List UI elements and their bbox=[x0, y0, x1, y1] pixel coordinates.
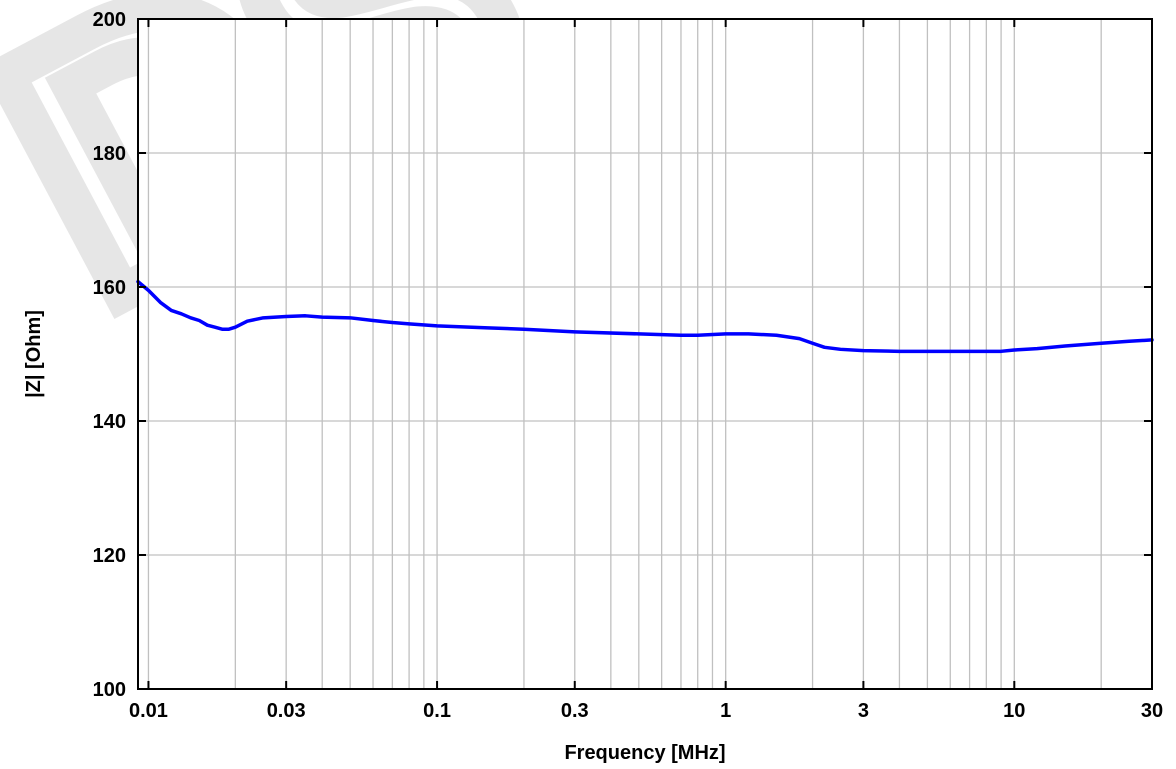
tick-marks bbox=[138, 18, 1153, 690]
y-tick-label: 120 bbox=[93, 545, 126, 567]
y-tick-label: 180 bbox=[93, 143, 126, 165]
x-tick-labels: 0.01 0.03 0.1 0.3 1 3 10 30 bbox=[129, 700, 1163, 722]
x-tick-label: 1 bbox=[720, 700, 731, 722]
x-tick-label: 0.01 bbox=[129, 700, 168, 722]
y-grid bbox=[138, 152, 1152, 556]
x-grid bbox=[147, 19, 1102, 689]
x-tick-label: 0.03 bbox=[267, 700, 306, 722]
plot-background bbox=[138, 19, 1152, 689]
x-tick-label: 0.1 bbox=[423, 700, 451, 722]
y-tick-label: 200 bbox=[93, 9, 126, 31]
x-axis-title: Frequency [MHz] bbox=[564, 742, 725, 764]
y-tick-label: 100 bbox=[93, 679, 126, 701]
y-tick-label: 160 bbox=[93, 277, 126, 299]
y-tick-label: 140 bbox=[93, 411, 126, 433]
impedance-series-line bbox=[136, 279, 1154, 354]
x-tick-label: 3 bbox=[858, 700, 869, 722]
x-tick-label: 10 bbox=[1003, 700, 1025, 722]
plot-frame bbox=[137, 18, 1153, 690]
y-axis-title: |Z| [Ohm] bbox=[23, 310, 45, 398]
x-tick-label: 30 bbox=[1141, 700, 1163, 722]
x-tick-label: 0.3 bbox=[561, 700, 589, 722]
y-tick-labels: 100 120 140 160 180 200 bbox=[93, 9, 126, 701]
series-layer bbox=[136, 279, 1154, 354]
